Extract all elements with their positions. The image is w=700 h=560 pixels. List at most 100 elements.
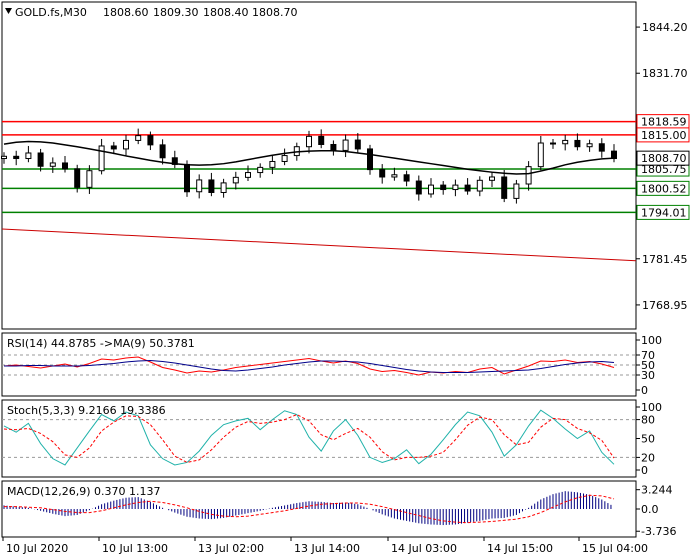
candle: [110, 141, 117, 155]
candle: [245, 165, 251, 182]
series-line-b: [3, 414, 615, 463]
time-tick-label: 13 Jul 02:00: [198, 542, 264, 555]
rsi-title: RSI(14) 44.8785 ->MA(9) 50.3781: [7, 337, 195, 350]
ohlc-open: 1808.60: [103, 6, 149, 19]
ohlc-high: 1809.30: [153, 6, 199, 19]
candle: [550, 138, 556, 149]
candle: [403, 170, 410, 187]
price-tick-label: 1781.45: [642, 253, 688, 266]
candle: [562, 134, 569, 151]
candle: [123, 134, 129, 156]
candle: [147, 131, 154, 151]
macd-histogram: [3, 491, 612, 526]
price-tick-label: 1768.95: [642, 299, 688, 312]
ohlc-low: 1808.40: [203, 6, 249, 19]
ohlc-close: 1808.70: [252, 6, 298, 19]
candle: [25, 145, 32, 163]
stoch-title: Stoch(5,3,3) 9.2166 19.3386: [7, 404, 166, 417]
time-tick-label: 14 Jul 03:00: [391, 542, 457, 555]
time-axis: 10 Jul 2020 10 Jul 13:00 13 Jul 02:00 13 Ju…: [2, 537, 648, 555]
candle: [501, 169, 508, 203]
candle: [342, 134, 349, 158]
candle: [232, 171, 239, 190]
pane-tick-label: 50: [641, 359, 655, 372]
stoch-level-lines: [2, 419, 636, 458]
candle: [391, 167, 398, 181]
macd-tick-label: 3.244: [641, 484, 673, 497]
level-tag-box-3: [636, 180, 690, 196]
level-tag-label-4: 1794.01: [641, 206, 687, 219]
candle: [1, 152, 7, 164]
pane-tick-label: 20: [641, 451, 655, 464]
level-tag-label-2: 1805.75: [641, 163, 687, 176]
candle: [13, 150, 20, 166]
moving-average-line: [3, 140, 615, 175]
triangle-down-icon: [5, 8, 12, 14]
candle: [159, 139, 166, 165]
pane-tick-label: 50: [641, 433, 655, 446]
pane-tick-label: 70: [641, 349, 655, 362]
candle: [281, 148, 288, 166]
candle: [586, 139, 593, 152]
candle: [196, 174, 203, 199]
chart-header: GOLD.fs,M30 1808.60 1809.30 1808.40 1808…: [5, 6, 298, 19]
price-tick-label: 1831.70: [642, 67, 688, 80]
level-tag-label-1: 1815.00: [641, 129, 687, 142]
candle: [135, 128, 142, 145]
candle: [318, 129, 325, 149]
candle: [208, 172, 215, 197]
level-tag-label-3: 1800.52: [641, 182, 687, 195]
candle: [306, 130, 312, 154]
candle: [354, 133, 361, 153]
macd-tick-label: 0.0: [641, 503, 659, 516]
symbol-header: GOLD.fs,M30: [15, 6, 87, 19]
candle: [428, 178, 434, 198]
candle: [74, 164, 81, 193]
candle: [37, 148, 44, 172]
candles: [1, 128, 617, 204]
time-tick-label: 14 Jul 15:00: [487, 542, 553, 555]
pane-tick-label: 80: [641, 414, 655, 427]
trend-layer: [1, 228, 637, 262]
candle: [440, 181, 447, 195]
macd-title: MACD(12,26,9) 0.370 1.137: [7, 485, 161, 498]
candle: [415, 175, 422, 201]
time-tick-label: 10 Jul 13:00: [102, 542, 168, 555]
candle: [257, 163, 264, 178]
level-tag-box-4: [636, 204, 690, 220]
level-tag-box-1: [636, 127, 690, 143]
candle: [537, 136, 544, 171]
series-line-b: [4, 359, 615, 373]
series-line-a: [3, 409, 615, 466]
price-pane-frame: [1, 1, 637, 330]
candle: [379, 164, 386, 184]
candle: [598, 138, 605, 158]
candle: [525, 161, 532, 191]
candle: [184, 160, 190, 197]
candle: [269, 155, 276, 175]
stoch-lines: [3, 409, 615, 466]
candle: [86, 165, 93, 194]
current-price-box: [636, 150, 690, 166]
candle: [49, 157, 56, 173]
candle: [464, 178, 471, 195]
candle: [98, 138, 105, 175]
rsi-lines: [3, 356, 615, 376]
time-tick-label: 10 Jul 2020: [6, 542, 68, 555]
price-axis: 1844.20 1831.70 1781.45 1768.95: [636, 21, 688, 312]
candle: [513, 179, 520, 204]
candle: [476, 176, 483, 197]
candle: [367, 144, 373, 175]
pane-tick-label: 0: [641, 384, 648, 397]
series-line-a: [3, 356, 615, 376]
current-price-label: 1808.70: [641, 152, 687, 165]
macd-tick-label: -3.736: [641, 525, 676, 538]
candle: [452, 179, 459, 197]
trend-line: [1, 228, 637, 262]
pane-tick-label: 30: [641, 369, 655, 382]
price-tick-label: 1844.20: [642, 21, 688, 34]
pane-tick-label: 0: [641, 464, 648, 477]
